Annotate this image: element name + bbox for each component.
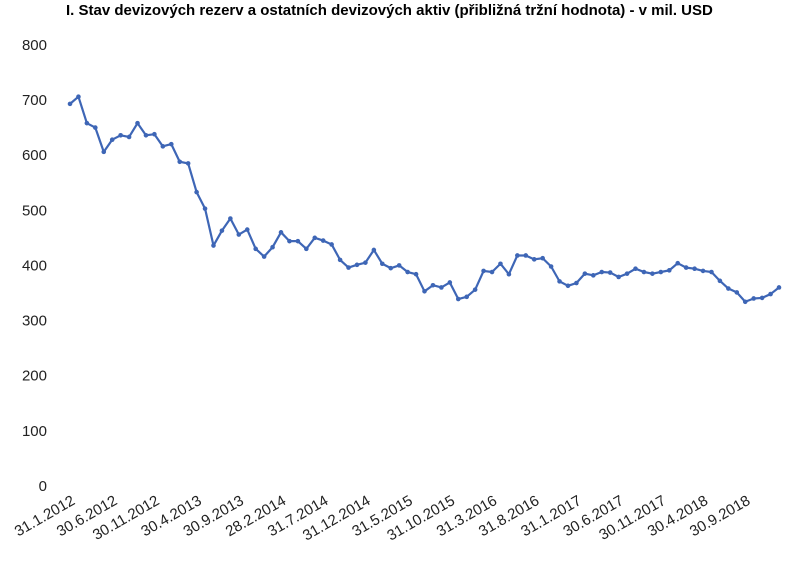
point bbox=[236, 232, 242, 237]
point bbox=[683, 265, 689, 270]
point bbox=[337, 257, 343, 263]
point bbox=[439, 285, 444, 290]
point bbox=[751, 296, 756, 301]
point bbox=[633, 266, 638, 272]
point bbox=[709, 269, 714, 275]
point bbox=[759, 295, 765, 301]
point bbox=[346, 265, 351, 270]
line bbox=[69, 95, 780, 303]
point bbox=[354, 262, 360, 268]
point bbox=[160, 144, 166, 149]
point bbox=[515, 253, 520, 258]
point bbox=[93, 125, 98, 130]
point bbox=[447, 280, 453, 285]
point bbox=[422, 289, 427, 294]
point bbox=[650, 271, 655, 276]
y-tick-label: 200 bbox=[22, 368, 47, 385]
point bbox=[498, 261, 503, 267]
point bbox=[67, 101, 73, 107]
point bbox=[692, 266, 697, 272]
point bbox=[481, 268, 486, 274]
point bbox=[455, 296, 461, 302]
point bbox=[776, 285, 782, 290]
point bbox=[430, 282, 436, 288]
point bbox=[666, 268, 672, 273]
point bbox=[219, 228, 225, 233]
point bbox=[768, 291, 773, 297]
point bbox=[557, 279, 562, 284]
point bbox=[717, 278, 723, 284]
y-tick-label: 700 bbox=[22, 92, 47, 109]
point bbox=[244, 227, 250, 232]
point bbox=[371, 247, 377, 253]
point bbox=[304, 246, 309, 252]
point bbox=[287, 238, 292, 244]
point bbox=[118, 133, 123, 138]
point bbox=[506, 271, 512, 277]
point bbox=[185, 161, 191, 166]
point bbox=[312, 235, 318, 241]
point bbox=[168, 141, 174, 147]
point bbox=[253, 246, 258, 252]
point bbox=[84, 120, 90, 126]
point bbox=[228, 216, 233, 221]
point bbox=[531, 257, 537, 262]
point bbox=[320, 238, 326, 243]
point bbox=[101, 149, 107, 155]
point bbox=[607, 270, 613, 275]
point bbox=[143, 133, 149, 138]
point bbox=[565, 283, 571, 289]
point bbox=[329, 242, 334, 247]
point bbox=[270, 244, 275, 250]
point bbox=[202, 206, 208, 211]
y-tick-label: 500 bbox=[22, 202, 47, 219]
point bbox=[574, 280, 579, 286]
point bbox=[599, 269, 605, 275]
y-tick-label: 600 bbox=[22, 147, 47, 164]
point bbox=[582, 271, 588, 276]
point bbox=[540, 255, 545, 261]
point bbox=[405, 269, 410, 275]
point bbox=[464, 294, 470, 300]
point bbox=[363, 260, 368, 265]
point bbox=[472, 287, 478, 292]
point bbox=[658, 269, 664, 275]
point bbox=[379, 261, 385, 267]
point bbox=[616, 274, 621, 280]
point bbox=[109, 137, 115, 143]
point bbox=[194, 189, 199, 195]
y-tick-label: 400 bbox=[22, 257, 47, 274]
point bbox=[177, 159, 183, 165]
point bbox=[489, 269, 495, 275]
point bbox=[388, 265, 394, 271]
point bbox=[211, 243, 216, 248]
point bbox=[76, 94, 81, 100]
point bbox=[295, 238, 301, 244]
point bbox=[641, 269, 647, 275]
point bbox=[278, 230, 284, 235]
point bbox=[624, 271, 630, 276]
point bbox=[734, 290, 740, 295]
point bbox=[742, 299, 748, 305]
point bbox=[548, 264, 554, 269]
point bbox=[126, 134, 132, 140]
point bbox=[261, 254, 267, 259]
point bbox=[413, 271, 419, 277]
point bbox=[675, 260, 681, 266]
point bbox=[700, 268, 706, 274]
y-tick-label: 0 bbox=[39, 478, 47, 495]
point bbox=[152, 131, 157, 137]
y-tick-label: 100 bbox=[22, 423, 47, 440]
chart-title: I. Stav devizových rezerv a ostatních de… bbox=[66, 2, 713, 19]
point bbox=[591, 273, 596, 278]
y-tick-label: 300 bbox=[22, 313, 47, 330]
point bbox=[135, 120, 140, 126]
y-tick-label: 800 bbox=[22, 37, 47, 54]
point bbox=[523, 253, 529, 258]
point bbox=[726, 286, 731, 291]
point bbox=[396, 263, 402, 268]
